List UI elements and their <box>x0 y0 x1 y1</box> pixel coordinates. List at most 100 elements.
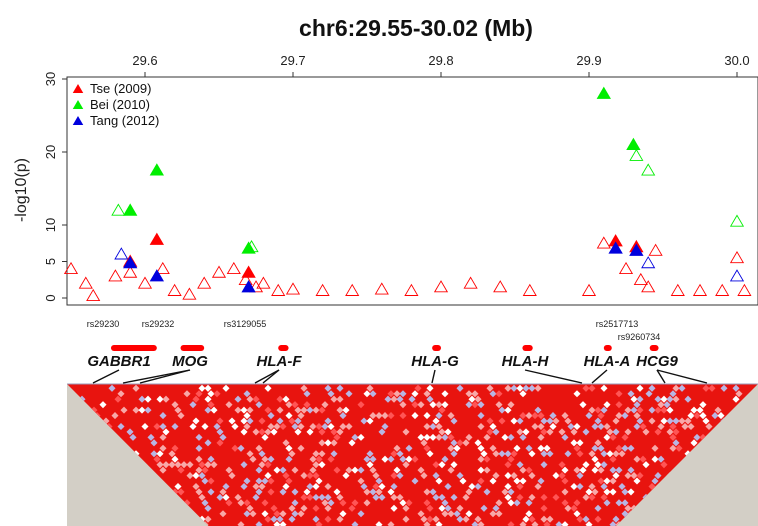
point-open-series-0 <box>155 261 170 275</box>
heatmap-cell <box>507 499 515 507</box>
heatmap-cell <box>417 433 425 441</box>
heatmap-cell <box>426 384 434 392</box>
heatmap-cell <box>582 515 590 523</box>
point-open-series-0 <box>522 283 537 296</box>
heatmap-cell <box>414 384 422 392</box>
heatmap-cell <box>294 417 302 425</box>
heatmap-cell <box>456 515 464 523</box>
heatmap-cell <box>252 428 260 436</box>
heatmap-cell <box>330 439 338 447</box>
heatmap-cell <box>279 466 287 474</box>
heatmap-cell <box>216 439 224 447</box>
heatmap-cell <box>540 428 548 436</box>
point-open-series-0 <box>271 283 286 296</box>
heatmap-cell <box>516 428 524 436</box>
heatmap-cell <box>381 422 389 431</box>
heatmap-cell <box>462 439 470 447</box>
heatmap-cell <box>207 455 215 463</box>
heatmap-cell <box>333 488 341 496</box>
heatmap-cell <box>615 499 623 507</box>
heatmap-cell <box>600 406 608 414</box>
point-filled-series-1 <box>123 203 138 216</box>
heatmap-cell <box>243 510 251 518</box>
heatmap-cell <box>564 450 572 458</box>
heatmap-cell <box>534 406 542 414</box>
heatmap-cell <box>339 422 347 431</box>
heatmap-cell <box>435 433 443 441</box>
heatmap-cell <box>171 444 179 452</box>
heatmap-cell <box>528 384 536 392</box>
heatmap-cell <box>486 384 494 392</box>
heatmap-cell <box>519 390 527 398</box>
heatmap-cell <box>216 428 224 436</box>
heatmap-cell <box>261 499 269 507</box>
heatmap-cell <box>549 422 557 431</box>
heatmap-cell <box>669 444 677 452</box>
heatmap-cell <box>372 472 380 480</box>
heatmap-cell <box>456 439 464 447</box>
heatmap-cell <box>285 444 293 452</box>
heatmap-cell <box>627 444 635 452</box>
heatmap-cell <box>453 510 461 518</box>
heatmap-cell <box>570 504 578 512</box>
heatmap-cell <box>243 477 251 485</box>
point-filled-series-1 <box>596 86 611 99</box>
point-open-series-2 <box>114 247 129 260</box>
heatmap-cell <box>264 384 272 392</box>
heatmap-cell <box>585 521 593 526</box>
heatmap-cell <box>552 472 560 480</box>
heatmap-cell <box>660 406 668 414</box>
heatmap-cell <box>624 406 632 414</box>
heatmap-cell <box>507 455 515 463</box>
heatmap-cell <box>276 406 284 414</box>
heatmap-cell <box>255 477 263 485</box>
heatmap-cell <box>288 504 296 512</box>
point-open-series-0 <box>211 265 227 278</box>
heatmap-cell <box>480 504 488 512</box>
heatmap-cell <box>429 401 437 409</box>
heatmap-cell <box>264 461 272 469</box>
heatmap-cell <box>636 384 644 392</box>
heatmap-cell <box>627 390 635 398</box>
heatmap-cell <box>639 422 647 431</box>
heatmap-cell <box>285 455 293 463</box>
heatmap-cell <box>312 493 320 501</box>
heatmap-cell <box>669 433 677 441</box>
heatmap-cell <box>267 422 275 431</box>
heatmap-cell <box>570 482 578 491</box>
heatmap-cell <box>318 450 326 458</box>
heatmap-cell <box>336 428 344 436</box>
heatmap-cell <box>315 521 323 526</box>
heatmap-cell <box>309 422 317 431</box>
snp-labels: rs29230 rs29232 rs3129055 rs2517713 rs926073… <box>87 319 661 342</box>
point-open-series-0 <box>226 261 241 275</box>
heatmap-cell <box>612 450 620 458</box>
heatmap-cell <box>396 472 404 480</box>
heatmap-cell <box>228 417 236 425</box>
heatmap-cell <box>636 417 644 425</box>
heatmap-cell <box>300 384 308 392</box>
point-open-series-0 <box>167 283 182 296</box>
heatmap-cell <box>192 472 200 480</box>
heatmap-cell <box>474 515 482 523</box>
heatmap-cell <box>324 493 332 501</box>
heatmap-cell <box>504 461 512 469</box>
heatmap-cell <box>207 488 215 496</box>
heatmap-cell <box>312 515 320 523</box>
heatmap-cell <box>252 482 260 491</box>
heatmap-cell <box>702 417 710 425</box>
heatmap-cell <box>336 384 344 392</box>
heatmap-cell <box>423 390 431 398</box>
heatmap-cell <box>192 482 200 491</box>
heatmap-cell <box>402 515 410 523</box>
heatmap-cell <box>660 395 668 403</box>
heatmap-cell <box>345 466 353 474</box>
heatmap-cell <box>507 488 515 496</box>
heatmap-cell <box>162 461 170 469</box>
heatmap-cell <box>519 477 527 485</box>
heatmap-cell <box>255 521 263 526</box>
point-open-series-0 <box>729 250 745 264</box>
heatmap-cell <box>138 395 146 403</box>
heatmap-cell <box>300 504 308 512</box>
point-open-series-0 <box>737 283 752 296</box>
